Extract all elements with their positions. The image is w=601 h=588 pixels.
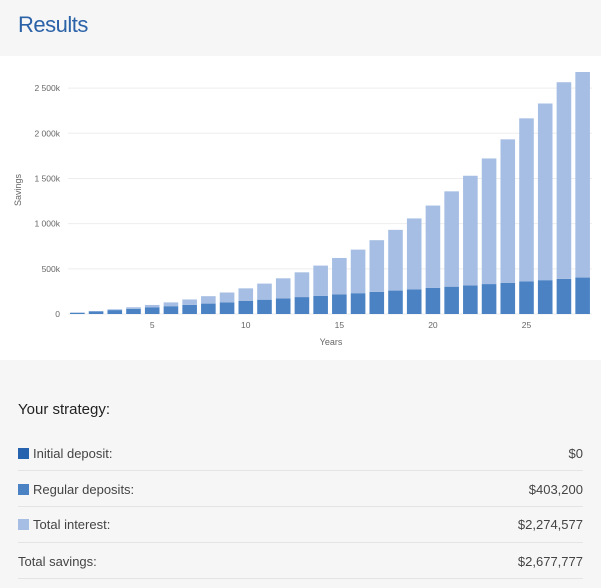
x-tick-label: 25 <box>522 320 532 330</box>
bar-regular-deposits[interactable] <box>332 294 347 314</box>
x-tick-label: 20 <box>428 320 438 330</box>
total-interest-swatch <box>18 519 29 530</box>
bar-regular-deposits[interactable] <box>126 308 141 314</box>
bar-total-interest[interactable] <box>144 304 160 308</box>
bar-regular-deposits[interactable] <box>313 295 328 314</box>
bar-total-interest[interactable] <box>257 283 272 300</box>
bar-regular-deposits[interactable] <box>257 299 272 314</box>
summary-row-value: $2,677,777 <box>517 554 583 569</box>
bar-total-interest[interactable] <box>163 302 179 307</box>
bar-total-interest[interactable] <box>425 205 441 288</box>
bar-regular-deposits[interactable] <box>144 307 160 314</box>
bar-total-interest[interactable] <box>519 118 534 282</box>
bar-total-interest[interactable] <box>350 249 366 294</box>
results-title: Results <box>18 12 88 37</box>
summary-row-value: $2,274,577 <box>517 517 583 532</box>
bar-total-interest[interactable] <box>500 139 516 283</box>
divider <box>18 578 583 579</box>
bar-total-interest[interactable] <box>219 292 235 303</box>
bar-total-interest[interactable] <box>182 299 197 305</box>
bar-total-interest[interactable] <box>369 240 385 292</box>
summary-row-initial-deposit: Initial deposit: $0 <box>18 443 583 465</box>
bar-total-interest[interactable] <box>481 158 497 285</box>
bar-regular-deposits[interactable] <box>219 302 235 314</box>
divider <box>18 470 583 471</box>
y-tick-label: 1 000k <box>34 219 60 229</box>
divider <box>18 542 583 543</box>
bar-total-interest[interactable] <box>275 278 291 299</box>
savings-chart: 0 500k 1 000k 1 500k 2 000k 2 500k 5 10 15 20 25 … <box>0 56 601 360</box>
bar-regular-deposits[interactable] <box>388 290 403 314</box>
summary-row-value: $0 <box>568 446 583 461</box>
x-axis-ticks: 5 10 15 20 25 <box>150 320 532 330</box>
bar-regular-deposits[interactable] <box>463 285 478 314</box>
bar-regular-deposits[interactable] <box>425 287 441 314</box>
x-axis-label: Years <box>320 337 343 347</box>
bar-regular-deposits[interactable] <box>519 281 534 314</box>
bar-total-interest[interactable] <box>107 309 123 311</box>
y-axis-ticks: 0 500k 1 000k 1 500k 2 000k 2 500k <box>34 83 60 319</box>
summary-row-value: $403,200 <box>528 482 583 497</box>
summary-row-label: Regular deposits: <box>33 482 135 497</box>
bar-regular-deposits[interactable] <box>350 293 366 314</box>
summary-row-label: Total savings: <box>18 554 97 569</box>
bar-regular-deposits[interactable] <box>88 311 104 314</box>
x-tick-label: 10 <box>241 320 251 330</box>
bar-regular-deposits[interactable] <box>201 303 216 314</box>
bar-regular-deposits[interactable] <box>275 298 291 314</box>
y-axis-label: Savings <box>13 173 23 206</box>
strategy-summary: Your strategy: Initial deposit: $0 Regul… <box>0 360 601 588</box>
x-tick-label: 5 <box>150 320 155 330</box>
regular-deposits-swatch <box>18 484 29 495</box>
bar-total-interest[interactable] <box>313 265 328 296</box>
y-tick-label: 500k <box>42 264 61 274</box>
bar-regular-deposits[interactable] <box>369 291 385 314</box>
initial-deposit-swatch <box>18 448 29 459</box>
bar-regular-deposits[interactable] <box>537 280 553 314</box>
bar-total-interest[interactable] <box>126 307 141 309</box>
y-tick-label: 2 500k <box>34 83 60 93</box>
y-tick-label: 2 000k <box>34 128 60 138</box>
bar-regular-deposits[interactable] <box>107 310 123 314</box>
bar-total-interest[interactable] <box>201 296 216 304</box>
bar-total-interest[interactable] <box>575 72 590 278</box>
bar-regular-deposits[interactable] <box>163 306 179 314</box>
bar-total-interest[interactable] <box>463 175 478 286</box>
bar-regular-deposits[interactable] <box>182 304 197 314</box>
y-tick-label: 0 <box>55 309 60 319</box>
bar-regular-deposits[interactable] <box>294 297 310 314</box>
bar-regular-deposits[interactable] <box>444 286 459 314</box>
x-tick-label: 15 <box>335 320 345 330</box>
bar-regular-deposits[interactable] <box>500 282 516 314</box>
bar-regular-deposits[interactable] <box>556 278 572 314</box>
bar-regular-deposits[interactable] <box>406 289 422 314</box>
bar-regular-deposits[interactable] <box>238 300 254 314</box>
bar-total-interest[interactable] <box>332 257 347 295</box>
bar-regular-deposits[interactable] <box>70 312 85 314</box>
bar-total-interest[interactable] <box>444 191 459 287</box>
bar-total-interest[interactable] <box>537 103 553 281</box>
bar-total-interest[interactable] <box>556 82 572 279</box>
bar-total-interest[interactable] <box>388 229 403 291</box>
bar-total-interest[interactable] <box>238 288 254 301</box>
bar-regular-deposits[interactable] <box>575 277 590 314</box>
chart-bars <box>70 72 590 314</box>
summary-row-label: Total interest: <box>33 517 111 532</box>
summary-row-total-interest: Total interest: $2,274,577 <box>18 514 583 536</box>
y-tick-label: 1 500k <box>34 173 60 183</box>
bar-total-interest[interactable] <box>406 218 422 290</box>
bar-total-interest[interactable] <box>294 272 310 298</box>
strategy-title: Your strategy: <box>18 401 110 418</box>
bar-regular-deposits[interactable] <box>481 284 497 314</box>
summary-row-total-savings: Total savings: $2,677,777 <box>18 551 583 573</box>
summary-row-label: Initial deposit: <box>33 446 113 461</box>
summary-row-regular-deposits: Regular deposits: $403,200 <box>18 479 583 501</box>
divider <box>18 506 583 507</box>
